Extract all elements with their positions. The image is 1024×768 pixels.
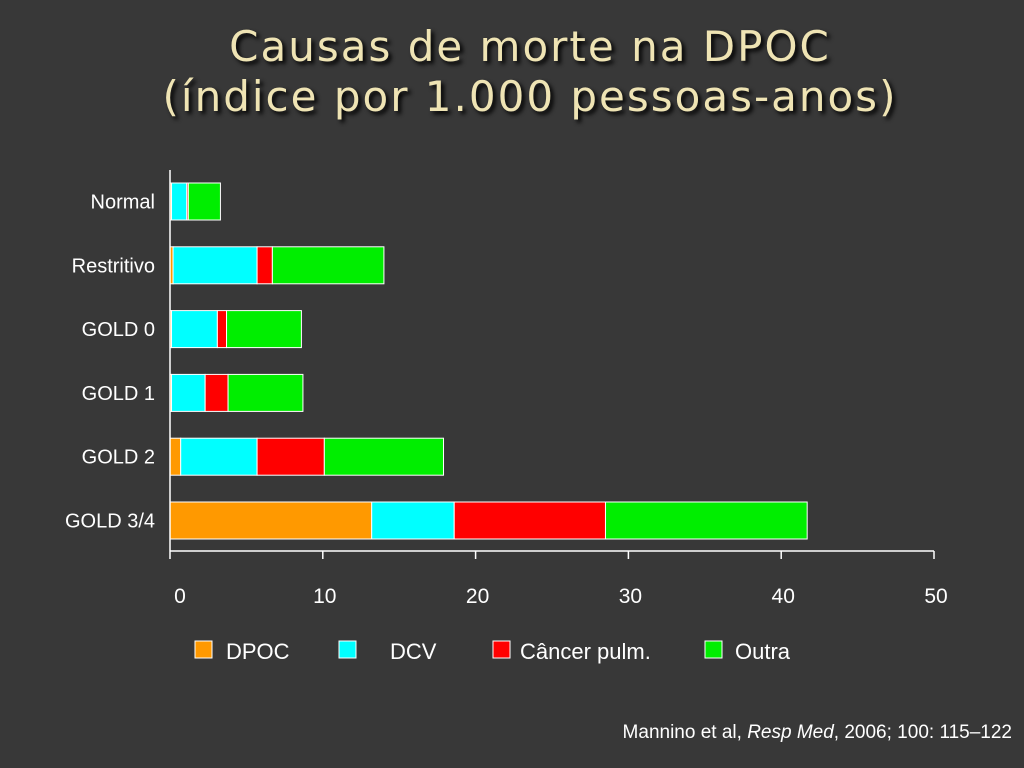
x-tick-label: 30 [619, 585, 642, 608]
category-label: GOLD 3/4 [65, 511, 155, 533]
bar-segment [371, 501, 455, 540]
legend-swatch [704, 640, 723, 659]
bar-segment [453, 501, 606, 540]
bar-segment [226, 310, 302, 349]
citation-journal: Resp Med [747, 722, 834, 743]
legend-swatch [194, 640, 213, 659]
bar-segment [227, 373, 304, 412]
x-tick-label: 20 [466, 585, 489, 608]
bar-segment [323, 437, 445, 476]
x-tick-label: 40 [772, 585, 795, 608]
bar-segment [169, 437, 182, 476]
legend-label: Outra [735, 639, 791, 664]
bar-segment [271, 246, 385, 285]
title-line-1: Causas de morte na DPOC [229, 22, 831, 71]
stacked-bar-chart: Normal Restritivo GOLD 0 GOLD 1 GOLD 2 GOLD 3… [65, 170, 948, 664]
bar-segment [171, 182, 188, 221]
legend-label: DCV [390, 639, 437, 664]
bar-segment [169, 501, 373, 540]
category-label: GOLD 2 [82, 447, 155, 469]
bar-segment [171, 373, 206, 412]
legend-swatch [338, 640, 357, 659]
bar-segment [180, 437, 258, 476]
citation-details: , 2006; 100: 115–122 [833, 722, 1012, 743]
bar-segment [256, 437, 325, 476]
bar-segment [256, 246, 273, 285]
legend-label: DPOC [226, 639, 290, 664]
category-label: GOLD 0 [82, 319, 155, 341]
legend-swatch [492, 640, 511, 659]
category-label: GOLD 1 [82, 383, 155, 405]
bar-segment [171, 310, 218, 349]
citation-authors: Mannino et al, [622, 722, 748, 743]
category-label: Restritivo [72, 255, 155, 277]
slide-title: Causas de morte na DPOC (índice por 1.00… [0, 22, 1024, 122]
category-label: Normal [91, 192, 155, 214]
bar-segment [187, 182, 221, 221]
x-tick-label: 10 [313, 585, 336, 608]
title-line-2: (índice por 1.000 pessoas-anos) [162, 72, 898, 121]
x-tick-label: 0 [174, 585, 186, 608]
bar-segment [604, 501, 808, 540]
x-tick-label: 50 [924, 585, 947, 608]
citation: Mannino et al, Resp Med, 2006; 100: 115–… [623, 722, 1012, 744]
bar-segment [172, 246, 258, 285]
bar-segment [216, 310, 228, 349]
bar-segment [204, 373, 229, 412]
legend-label: Câncer pulm. [520, 639, 651, 664]
